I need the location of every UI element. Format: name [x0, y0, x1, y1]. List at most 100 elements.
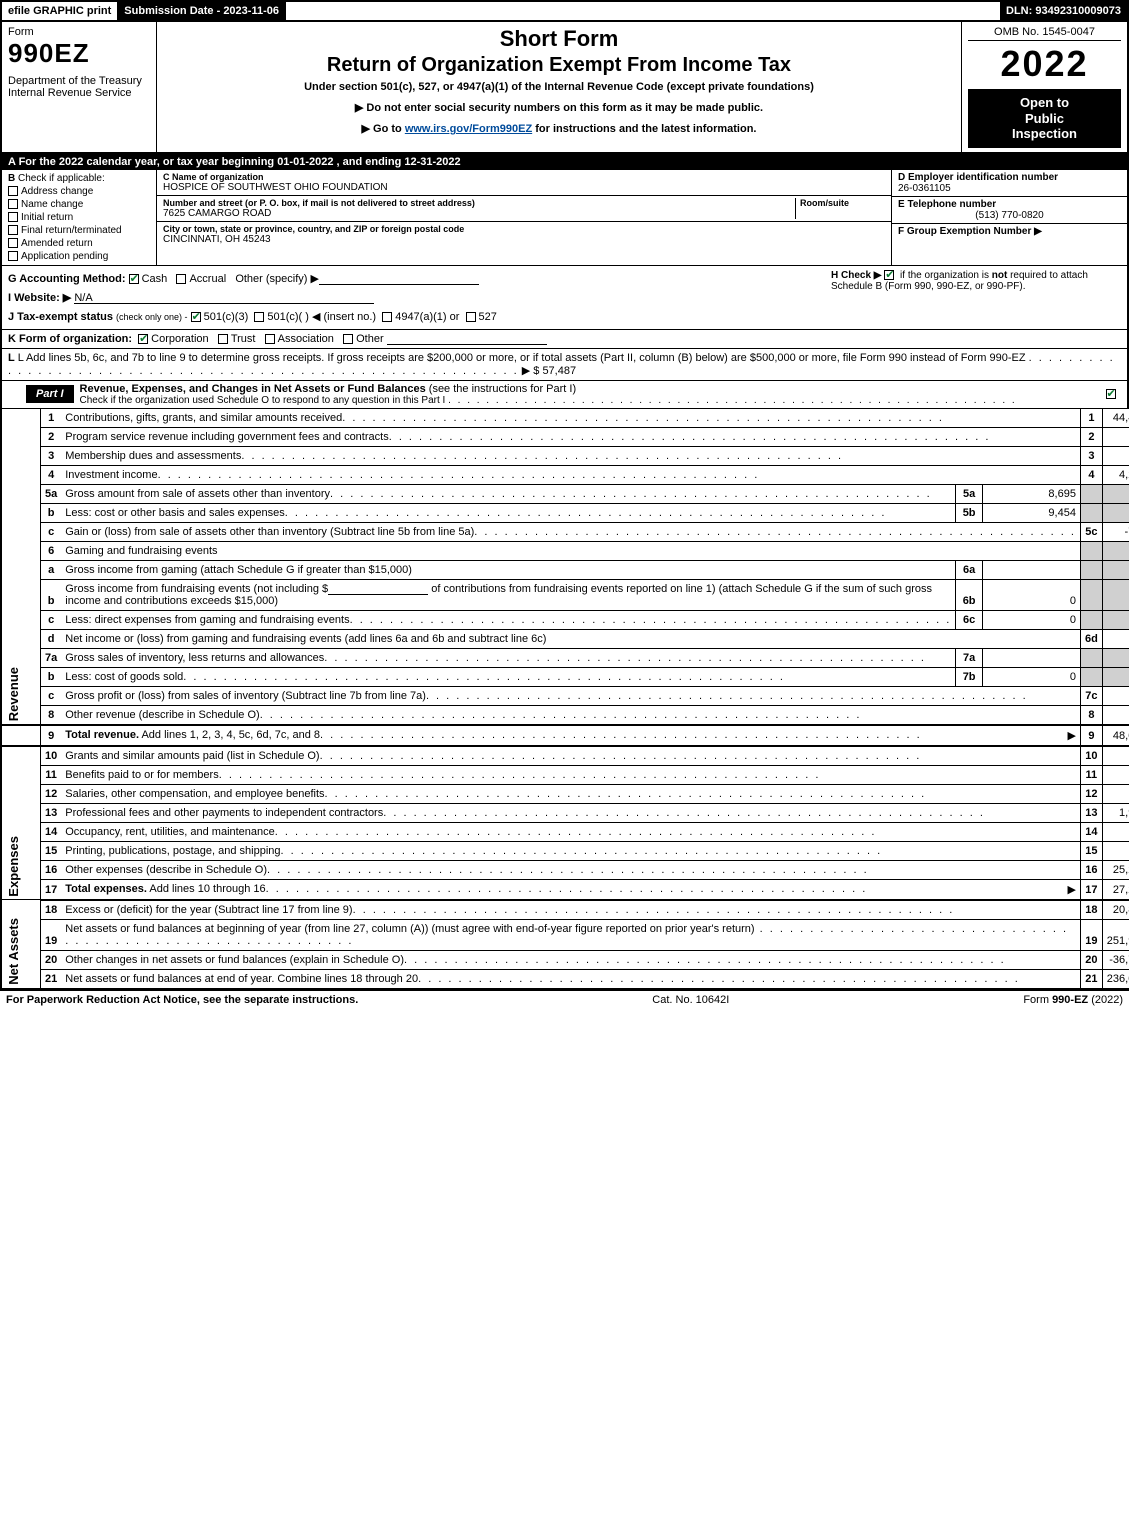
street-row: Number and street (or P. O. box, if mail…: [157, 196, 891, 222]
section-j: J Tax-exempt status (check only one) - 5…: [8, 310, 1121, 323]
line-5c-desc: Gain or (loss) from sale of assets other…: [65, 526, 474, 538]
chk-schedule-o-part-i[interactable]: [1106, 389, 1116, 399]
line-14-outval: [1102, 822, 1129, 841]
line-4-desc: Investment income: [65, 469, 157, 481]
chk-501c[interactable]: [254, 312, 264, 322]
line-5a-outlab-shade: [1080, 484, 1102, 503]
line-14-num: 14: [41, 822, 62, 841]
chk-address-change[interactable]: Address change: [8, 186, 150, 197]
line-5c-outval: -759: [1102, 522, 1129, 541]
line-5b-outlab-shade: [1080, 503, 1102, 522]
line-7c: c Gross profit or (loss) from sales of i…: [1, 686, 1129, 705]
line-5a: 5a Gross amount from sale of assets othe…: [1, 484, 1129, 503]
footer-right: Form 990-EZ (2022): [1023, 994, 1123, 1006]
chk-other-org[interactable]: [343, 334, 353, 344]
line-9: 9 Total revenue. Add lines 1, 2, 3, 4, 5…: [1, 725, 1129, 746]
line-4-num: 4: [41, 465, 62, 484]
chk-name-change[interactable]: Name change: [8, 199, 150, 210]
part-i-title: Revenue, Expenses, and Changes in Net As…: [74, 381, 1097, 408]
k-other-label: Other: [356, 333, 384, 345]
line-20: 20 Other changes in net assets or fund b…: [1, 950, 1129, 969]
chk-schedule-b-not-required[interactable]: [884, 270, 894, 280]
chk-association[interactable]: [265, 334, 275, 344]
acc-other-input[interactable]: [319, 273, 479, 285]
city-row: City or town, state or province, country…: [157, 222, 891, 247]
part-i-subtitle-dots: [448, 395, 1017, 406]
line-17: 17 Total expenses. Add lines 10 through …: [1, 879, 1129, 900]
line-15-outval: [1102, 841, 1129, 860]
top-bar: efile GRAPHIC print Submission Date - 20…: [0, 0, 1129, 22]
chk-initial-return[interactable]: Initial return: [8, 212, 150, 223]
omb-number: OMB No. 1545-0047: [968, 26, 1121, 41]
line-1-desc: Contributions, gifts, grants, and simila…: [65, 412, 342, 424]
open-line2: Public: [972, 111, 1117, 127]
chk-4947[interactable]: [382, 312, 392, 322]
org-name-value: HOSPICE OF SOUTHWEST OHIO FOUNDATION: [163, 182, 885, 193]
line-10-num: 10: [41, 746, 62, 766]
line-5b-num: b: [41, 503, 62, 522]
section-h: H Check ▶ if the organization is not req…: [831, 270, 1121, 292]
acc-cash-label: Cash: [142, 273, 168, 285]
line-5a-inlab: 5a: [956, 484, 983, 503]
line-13-outlab: 13: [1080, 803, 1102, 822]
line-18-desc: Excess or (deficit) for the year (Subtra…: [65, 904, 352, 916]
line-17-num: 17: [41, 879, 62, 900]
line-20-num: 20: [41, 950, 62, 969]
line-7c-num: c: [41, 686, 62, 705]
chk-501c3[interactable]: [191, 312, 201, 322]
chk-application-pending[interactable]: Application pending: [8, 251, 150, 262]
revenue-sidelabel: Revenue: [1, 409, 41, 725]
chk-accounting-cash[interactable]: [129, 274, 139, 284]
line-6b: b Gross income from fundraising events (…: [1, 579, 1129, 610]
line-6b-inval: 0: [982, 579, 1080, 610]
line-18-num: 18: [41, 900, 62, 920]
footer-right-pre: Form: [1023, 994, 1052, 1006]
header-right: OMB No. 1545-0047 2022 Open to Public In…: [962, 22, 1127, 152]
section-bcdef: B Check if applicable: Address change Na…: [0, 170, 1129, 266]
org-name-row: C Name of organization HOSPICE OF SOUTHW…: [157, 170, 891, 196]
efile-print-link[interactable]: efile GRAPHIC print: [2, 2, 118, 20]
k-label: K Form of organization:: [8, 333, 132, 345]
chk-amended-return[interactable]: Amended return: [8, 238, 150, 249]
line-15-outlab: 15: [1080, 841, 1102, 860]
chk-final-return[interactable]: Final return/terminated: [8, 225, 150, 236]
line-6-outlab-shade: [1080, 541, 1102, 560]
line-6: 6 Gaming and fundraising events: [1, 541, 1129, 560]
bullet2-pre: ▶ Go to: [362, 123, 405, 135]
line-17-desc: Total expenses. Add lines 10 through 16: [65, 883, 265, 896]
line-21: 21 Net assets or fund balances at end of…: [1, 969, 1129, 988]
k-other-input[interactable]: [387, 333, 547, 345]
l-arrow: ▶ $: [522, 365, 540, 377]
chk-corporation[interactable]: [138, 334, 148, 344]
line-14-outlab: 14: [1080, 822, 1102, 841]
b-label: B: [8, 173, 15, 184]
expenses-sidelabel: Expenses: [1, 746, 41, 900]
line-6a-num: a: [41, 560, 62, 579]
chk-trust[interactable]: [218, 334, 228, 344]
header-middle: Short Form Return of Organization Exempt…: [157, 22, 962, 152]
bullet2-post: for instructions and the latest informat…: [532, 123, 756, 135]
l-text: L Add lines 5b, 6c, and 7b to line 9 to …: [18, 352, 1026, 364]
section-l: L L Add lines 5b, 6c, and 7b to line 9 t…: [0, 349, 1129, 381]
line-5c-num: c: [41, 522, 62, 541]
line-6a: a Gross income from gaming (attach Sched…: [1, 560, 1129, 579]
part-i-check[interactable]: [1097, 388, 1127, 400]
line-7c-outval: [1102, 686, 1129, 705]
line-2-outval: [1102, 427, 1129, 446]
line-6c-num: c: [41, 610, 62, 629]
part-i-tab: Part I: [26, 385, 74, 403]
line-5b-outval-shade: [1102, 503, 1129, 522]
part-i-subtitle: Check if the organization used Schedule …: [80, 395, 1091, 406]
group-exemption-block: F Group Exemption Number ▶: [892, 224, 1127, 239]
line-18-outlab: 18: [1080, 900, 1102, 920]
irs-link[interactable]: www.irs.gov/Form990EZ: [405, 123, 532, 135]
chk-accounting-accrual[interactable]: [176, 274, 186, 284]
chk-527[interactable]: [466, 312, 476, 322]
line-17-outval: 27,216: [1102, 879, 1129, 900]
line-20-desc: Other changes in net assets or fund bala…: [65, 954, 404, 966]
line-7a-desc: Gross sales of inventory, less returns a…: [65, 652, 324, 664]
section-c: C Name of organization HOSPICE OF SOUTHW…: [157, 170, 892, 265]
line-7a-inval: [982, 648, 1080, 667]
line-6d-outlab: 6d: [1080, 629, 1102, 648]
part-i-title-text: Revenue, Expenses, and Changes in Net As…: [80, 383, 426, 395]
